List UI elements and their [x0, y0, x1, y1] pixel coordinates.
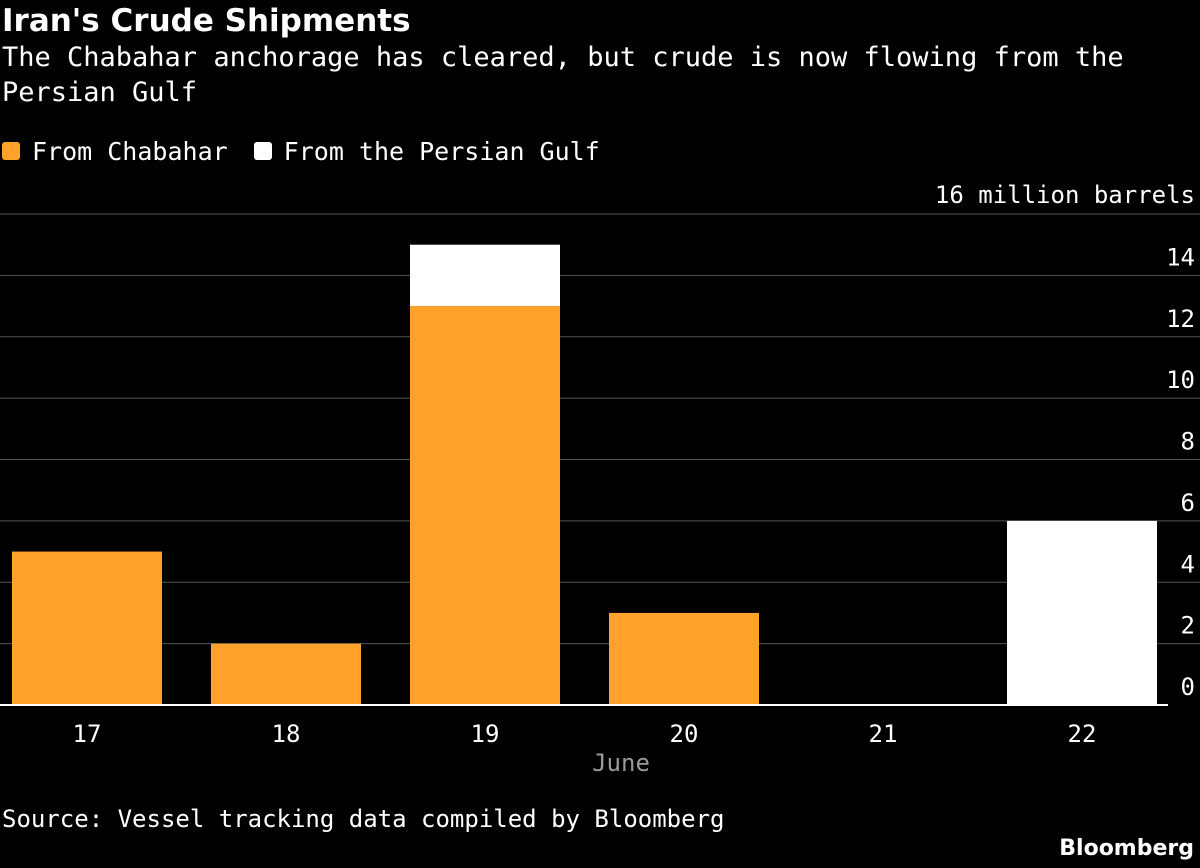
source-note: Source: Vessel tracking data compiled by…: [2, 805, 725, 833]
legend-item-chabahar: From Chabahar: [2, 137, 228, 166]
bar-chabahar-18: [211, 643, 361, 705]
chart-subtitle: The Chabahar anchorage has cleared, but …: [2, 42, 1124, 108]
x-tick-label: 17: [73, 720, 102, 748]
bloomberg-logo: Bloomberg: [1059, 836, 1194, 861]
y-tick-label: 0: [1181, 673, 1195, 701]
legend-label-persian-gulf: From the Persian Gulf: [283, 136, 600, 166]
y-tick-label: 4: [1181, 550, 1195, 578]
x-tick-label: 21: [869, 720, 898, 748]
x-tick-label: 20: [670, 720, 699, 748]
legend-label-chabahar: From Chabahar: [32, 136, 228, 166]
y-tick-label: 6: [1181, 489, 1195, 517]
bar-persian-gulf-22: [1007, 520, 1157, 705]
x-tick-label: 18: [272, 720, 301, 748]
legend: From Chabahar From the Persian Gulf: [2, 133, 626, 169]
y-tick-label: 8: [1181, 428, 1195, 456]
y-axis-unit-label: 16 million barrels: [935, 181, 1195, 209]
legend-swatch-chabahar: [2, 142, 20, 160]
y-tick-label: 10: [1166, 366, 1195, 394]
bar-chart: 16 million barrels 0 2 4 6 8 10 12 14 17 18 19 20 21 2…: [0, 181, 1200, 777]
y-tick-label: 14: [1166, 243, 1195, 271]
chart-title: Iran's Crude Shipments: [2, 3, 411, 39]
legend-swatch-persian-gulf: [253, 142, 272, 160]
bar-chabahar-20: [609, 612, 759, 705]
bar-chabahar-19: [410, 306, 560, 705]
y-tick-label: 2: [1181, 612, 1195, 640]
bar-persian-gulf-19: [410, 244, 560, 307]
legend-item-persian-gulf: From the Persian Gulf: [253, 136, 600, 166]
y-tick-label: 12: [1166, 305, 1195, 333]
bar-chabahar-17: [12, 551, 162, 705]
x-axis-label: June: [592, 749, 650, 777]
x-tick-label: 22: [1068, 720, 1097, 748]
x-tick-label: 19: [471, 720, 500, 748]
